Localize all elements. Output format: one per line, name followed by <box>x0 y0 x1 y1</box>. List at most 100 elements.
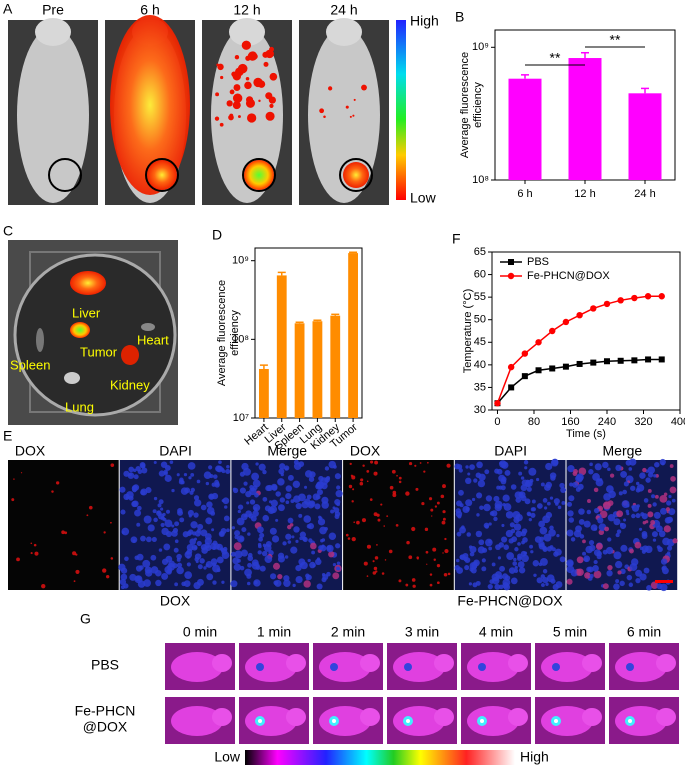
cell <box>576 556 584 564</box>
cell <box>330 509 335 514</box>
cell <box>616 529 622 534</box>
cell <box>206 501 213 508</box>
organ-label: Kidney <box>110 377 150 392</box>
cell <box>196 540 202 547</box>
y-axis-label: Temperature (°C) <box>462 289 474 373</box>
cell <box>270 499 278 507</box>
tumor-core <box>406 719 410 723</box>
cell <box>432 547 437 552</box>
cell <box>188 476 192 480</box>
cell <box>383 525 386 527</box>
mouse <box>245 706 297 736</box>
cell <box>545 582 549 586</box>
cell <box>671 498 676 503</box>
signal <box>229 113 234 118</box>
cell <box>500 536 508 543</box>
cell <box>613 518 621 526</box>
cell <box>593 549 601 557</box>
x-tick-label: 24 h <box>634 188 655 200</box>
cell <box>211 528 215 532</box>
cell <box>147 524 155 532</box>
cell <box>324 466 330 471</box>
cell <box>240 549 248 557</box>
marker <box>549 327 556 335</box>
cell <box>203 566 207 570</box>
cell <box>270 483 278 491</box>
panel-label: A <box>3 1 13 17</box>
cell <box>411 578 416 582</box>
cell <box>531 507 537 512</box>
cell <box>318 515 322 519</box>
signal <box>258 99 261 103</box>
cell <box>150 566 159 574</box>
cell <box>279 497 286 503</box>
cell <box>494 504 502 512</box>
y-tick-label: 30 <box>474 404 486 416</box>
cell <box>595 542 603 550</box>
cell <box>513 557 517 562</box>
cell <box>278 468 285 475</box>
cell <box>200 504 207 511</box>
cell <box>631 558 639 566</box>
cell <box>233 563 242 571</box>
cell <box>433 558 436 561</box>
cell <box>140 535 146 542</box>
cell <box>442 510 446 514</box>
cell <box>196 479 201 484</box>
mouse <box>467 706 519 736</box>
cell <box>504 469 511 476</box>
cell <box>190 472 195 477</box>
cell <box>204 537 212 545</box>
cell <box>535 477 540 482</box>
cell <box>176 557 181 562</box>
cell <box>315 558 322 566</box>
cell <box>556 534 560 538</box>
signal <box>247 51 258 61</box>
mouse <box>211 27 283 203</box>
y-tick-label: 40 <box>474 359 486 371</box>
cell <box>252 510 259 517</box>
tumor-signal <box>330 663 338 671</box>
cell <box>650 520 656 525</box>
cell <box>560 487 567 493</box>
cell <box>316 583 323 590</box>
cell <box>384 559 387 561</box>
column-label: DOX <box>350 443 381 459</box>
cell <box>245 490 252 498</box>
tumor-signal <box>343 162 369 188</box>
signal <box>214 116 220 121</box>
cell <box>236 517 245 526</box>
cell <box>557 505 562 510</box>
cell <box>247 532 251 536</box>
signal <box>349 115 352 118</box>
cell <box>174 521 180 527</box>
cell <box>386 515 389 518</box>
cell <box>287 517 294 524</box>
mouse <box>541 706 593 736</box>
cell <box>352 488 355 491</box>
cell <box>636 504 640 508</box>
cell <box>398 579 402 583</box>
cell <box>593 570 602 579</box>
cell <box>503 503 512 511</box>
cell <box>128 472 133 477</box>
column-label: DAPI <box>494 443 527 459</box>
panel-label: G <box>80 611 91 627</box>
panel-label: B <box>455 9 464 25</box>
cell <box>233 542 242 551</box>
cell <box>614 560 623 569</box>
cell <box>163 469 168 475</box>
signal <box>216 63 219 67</box>
cell <box>462 505 470 514</box>
cell <box>436 581 440 585</box>
tumor-signal <box>244 160 274 190</box>
cell <box>493 495 500 502</box>
cell <box>88 505 93 510</box>
cell <box>415 487 419 491</box>
cell <box>304 485 308 489</box>
cell <box>314 503 321 510</box>
cell <box>234 530 241 537</box>
cell <box>512 561 518 566</box>
mouse <box>467 652 519 682</box>
cell <box>444 537 447 541</box>
